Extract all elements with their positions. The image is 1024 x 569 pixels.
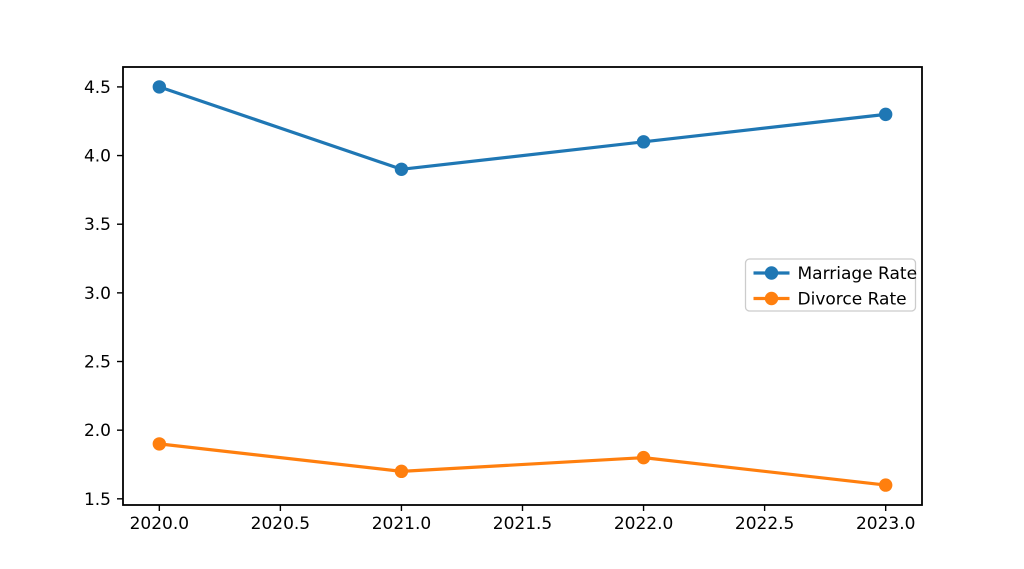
series-marker-divorce-rate	[152, 437, 167, 451]
x-axis-tick-label: 2022.0	[614, 514, 673, 534]
legend-label-divorce-rate: Divorce Rate	[798, 290, 907, 310]
legend-sample-marker-marriage-rate	[764, 266, 779, 280]
x-axis-tick-label: 2022.5	[735, 514, 794, 534]
y-axis-tick-label: 2.0	[84, 421, 111, 441]
series-marker-divorce-rate	[394, 464, 409, 479]
y-axis-tick-label: 2.5	[84, 353, 111, 373]
series-line-divorce-rate	[157, 442, 888, 487]
y-axis-tick-label: 3.0	[84, 284, 111, 304]
y-axis-tick-label: 4.0	[84, 147, 111, 167]
x-axis-tick-label: 2020.5	[251, 514, 310, 534]
y-axis-tick-label: 4.5	[84, 78, 111, 98]
series-line-marriage-rate	[157, 85, 888, 171]
series-marker-marriage-rate	[878, 107, 893, 122]
y-axis-tick-label: 1.5	[84, 490, 111, 510]
series-marker-marriage-rate	[394, 162, 409, 176]
x-axis-tick-label: 2023.0	[856, 514, 915, 534]
x-axis-tick-label: 2021.0	[372, 514, 431, 534]
y-axis-tick-label: 3.5	[84, 215, 111, 235]
legend-sample-marker-divorce-rate	[764, 291, 779, 306]
series-marker-divorce-rate	[636, 450, 651, 465]
legend-label-marriage-rate: Marriage Rate	[798, 264, 918, 284]
series-marker-divorce-rate	[878, 478, 893, 492]
series-marker-marriage-rate	[152, 80, 167, 94]
x-axis-tick-label: 2020.0	[130, 514, 189, 534]
x-axis-tick-label: 2021.5	[493, 514, 552, 534]
series-marker-marriage-rate	[636, 135, 651, 149]
